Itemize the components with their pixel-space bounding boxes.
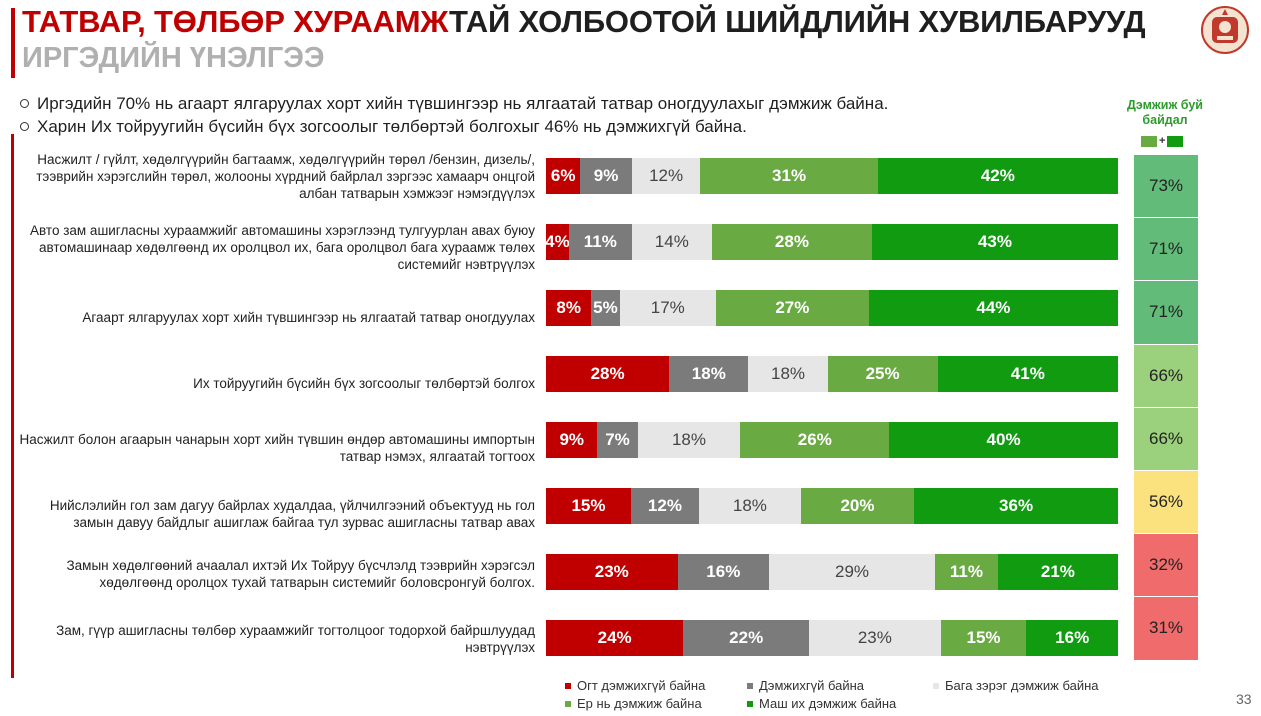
bar-row: 4% 11% 14% 28% 43% [545,224,1118,260]
legend-label: Ер нь дэмжиж байна [577,696,702,711]
bar-segment: 40% [889,422,1118,458]
bullet-item: Харин Их тойруугийн бүсийн бүх зогсоолыг… [20,115,888,138]
support-cell: 71% [1134,281,1198,345]
bullet-circle-icon [20,99,29,108]
bar-segment: 12% [630,488,699,524]
bar-row: 23% 16% 29% 11% 21% [546,554,1118,590]
legend-label: Огт дэмжихгүй байна [577,678,706,693]
bar-row: 6% 9% 12% 31% 42% [546,158,1118,194]
support-cell: 73% [1134,155,1198,219]
support-cell: 66% [1134,407,1198,471]
bar-segment: 18% [698,488,801,524]
support-cell: 56% [1134,471,1198,535]
title-red-part: ТАТВАР, ТӨЛБӨР ХУРААМЖ [22,4,449,39]
support-cell: 32% [1134,534,1198,598]
legend-swatch [747,700,753,707]
bar-segment: 11% [568,224,632,260]
legend-label: Дэмжихгүй байна [759,678,864,693]
bar-segment: 18% [748,356,828,392]
category-label: Зам, гүүр ашигласны төлбөр хураамжийг то… [56,623,535,655]
bar-segment: 8% [546,290,592,326]
category-label: Насжилт болон агаарын чанарын хорт хийн … [19,432,536,464]
bar-segment: 41% [937,356,1119,392]
bar-segment: 27% [715,290,869,326]
bar-segment: 16% [1026,620,1118,656]
legend-item: Огт дэмжихгүй байна [565,678,705,693]
bar-segment: 29% [769,554,935,590]
emblem-logo [1201,6,1249,54]
bar-segment: 6% [546,158,581,194]
legend-label: Бага зэрэг дэмжиж байна [945,678,1099,693]
support-key-dark-swatch [1167,135,1184,147]
bar-segment: 44% [868,290,1118,326]
chart-accent-bar [11,134,14,678]
bar-segment: 14% [631,224,712,260]
bar-row: 15% 12% 18% 20% 36% [546,488,1118,524]
legend-item: Маш их дэмжиж байна [747,696,896,711]
category-label: Их тойруугийн бүсийн бүх зогсоолыг төлбө… [193,375,535,391]
bar-segment: 15% [940,620,1027,656]
legend-item: Ер нь дэмжиж байна [565,696,702,711]
bar-segment: 23% [809,620,941,656]
support-cell: 31% [1134,597,1198,661]
bar-segment: 36% [914,488,1118,524]
bar-segment: 20% [800,488,915,524]
bar-segment: 9% [580,158,632,194]
bar-row: 9% 7% 18% 26% 40% [546,422,1118,458]
bar-segment: 31% [700,158,878,194]
legend-swatch [565,700,571,707]
legend-swatch [933,682,939,689]
bar-segment: 25% [827,356,938,392]
bar-segment: 42% [877,158,1118,194]
legend-swatch [747,682,753,689]
bar-segment: 28% [711,224,873,260]
legend-item: Дэмжихгүй байна [747,678,864,693]
bar-segment: 4% [545,224,570,260]
bullet-circle-icon [20,122,29,131]
bar-segment: 5% [591,290,620,326]
bar-segment: 12% [631,158,701,194]
support-key-light-swatch [1141,135,1157,147]
bar-segment: 21% [997,554,1118,590]
category-label: Агаарт ялгаруулах хорт хийн түвшингээр н… [82,309,535,325]
title-accent-bar [11,8,15,78]
summary-bullets: Иргэдийн 70% нь агаарт ялгаруулах хорт х… [20,92,888,138]
support-header: Дэмжиж буй байдал [1127,98,1203,127]
bar-row: 24% 22% 23% 15% 16% [546,620,1118,656]
bar-row: 28% 18% 18% 25% 41% [546,356,1119,392]
legend-item: Бага зэрэг дэмжиж байна [933,678,1099,693]
category-label: Насжилт / гүйлт, хөдөлгүүрийн багтаамж, … [36,151,535,201]
bullet-text: Иргэдийн 70% нь агаарт ялгаруулах хорт х… [37,94,889,113]
support-cell: 71% [1134,218,1198,282]
bar-segment: 15% [546,488,631,524]
page-title: ТАТВАР, ТӨЛБӨР ХУРААМЖТАЙ ХОЛБООТОЙ ШИЙД… [22,4,1146,40]
bar-segment: 18% [669,356,749,392]
bar-segment: 43% [872,224,1118,260]
bar-segment: 23% [546,554,678,590]
bullet-text: Харин Их тойруугийн бүсийн бүх зогсоолыг… [37,117,747,136]
legend-label: Маш их дэмжиж байна [759,696,897,711]
bar-segment: 7% [597,422,638,458]
title-dark-part: ТАЙ ХОЛБООТОЙ ШИЙДЛИЙН ХУВИЛБАРУУД [449,4,1146,39]
support-key: + [1141,135,1184,147]
page-subtitle: ИРГЭДИЙН ҮНЭЛГЭЭ [22,42,325,74]
bar-segment: 16% [677,554,770,590]
bar-segment: 17% [619,290,716,326]
bar-segment: 9% [546,422,598,458]
category-label: Замын хөдөлгөөний ачаалал ихтэй Их Тойру… [66,558,535,590]
category-label: Нийслэлийн гол зам дагуу байрлах худалда… [49,498,535,530]
bar-segment: 28% [546,356,670,392]
bar-segment: 22% [683,620,810,656]
bar-row: 8% 5% 17% 27% 44% [546,290,1118,326]
bullet-item: Иргэдийн 70% нь агаарт ялгаруулах хорт х… [20,92,888,115]
bar-segment: 18% [637,422,741,458]
support-key-plus: + [1159,135,1166,147]
legend-swatch [565,682,571,689]
category-label: Авто зам ашигласны хураамжийг автомашины… [30,222,535,272]
bar-segment: 26% [740,422,890,458]
page-number: 33 [1236,691,1252,707]
bar-segment: 24% [546,620,684,656]
bar-segment: 11% [934,554,998,590]
support-cell: 66% [1134,344,1198,408]
